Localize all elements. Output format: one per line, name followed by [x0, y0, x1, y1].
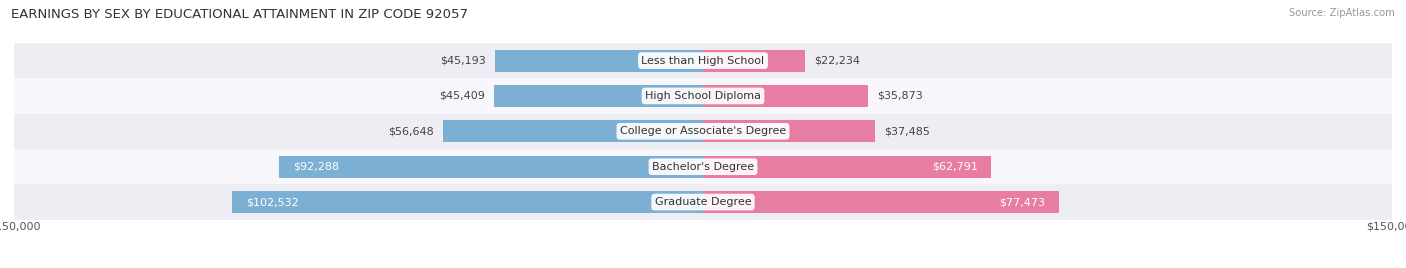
Text: Bachelor's Degree: Bachelor's Degree — [652, 162, 754, 172]
Text: $22,234: $22,234 — [814, 55, 860, 66]
Bar — [14, 78, 1392, 114]
Bar — [232, 191, 703, 213]
Text: $102,532: $102,532 — [246, 197, 298, 207]
Bar — [14, 43, 1392, 78]
Text: Source: ZipAtlas.com: Source: ZipAtlas.com — [1289, 8, 1395, 18]
Text: $77,473: $77,473 — [1000, 197, 1045, 207]
Text: $35,873: $35,873 — [877, 91, 922, 101]
Legend: Male, Female: Male, Female — [643, 267, 763, 268]
Bar — [443, 120, 703, 142]
Text: EARNINGS BY SEX BY EDUCATIONAL ATTAINMENT IN ZIP CODE 92057: EARNINGS BY SEX BY EDUCATIONAL ATTAINMEN… — [11, 8, 468, 21]
Bar — [495, 50, 703, 72]
Text: $37,485: $37,485 — [884, 126, 931, 136]
Bar — [703, 120, 875, 142]
Bar — [703, 156, 991, 178]
Bar — [14, 149, 1392, 184]
Bar — [280, 156, 703, 178]
Text: Graduate Degree: Graduate Degree — [655, 197, 751, 207]
Bar — [703, 50, 806, 72]
Bar — [14, 184, 1392, 220]
Bar — [703, 191, 1059, 213]
Text: $45,409: $45,409 — [440, 91, 485, 101]
Text: $62,791: $62,791 — [932, 162, 977, 172]
Text: $45,193: $45,193 — [440, 55, 486, 66]
Text: Less than High School: Less than High School — [641, 55, 765, 66]
Text: High School Diploma: High School Diploma — [645, 91, 761, 101]
Bar — [495, 85, 703, 107]
Text: $92,288: $92,288 — [292, 162, 339, 172]
Bar — [14, 114, 1392, 149]
Text: $56,648: $56,648 — [388, 126, 433, 136]
Text: College or Associate's Degree: College or Associate's Degree — [620, 126, 786, 136]
Bar — [703, 85, 868, 107]
